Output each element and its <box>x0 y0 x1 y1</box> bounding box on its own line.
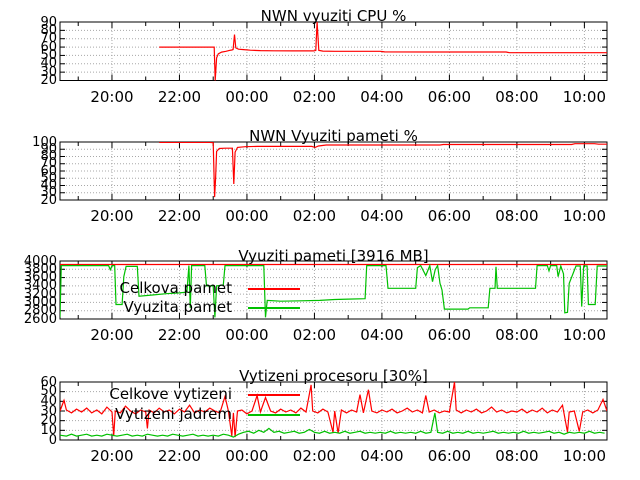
y-axis-tick-label: 60 <box>40 374 57 390</box>
y-axis-tick-label: 90 <box>40 14 57 30</box>
chart-panel-nwn-cpu: NWN vyuziti CPU % 90 80 70 60 50 40 30 20 20:00 2… <box>0 0 640 120</box>
chart-panel-cpu-load: Vytizeni procesoru [30%] Celkove vytizen… <box>0 360 640 480</box>
chart-panel-nwn-memory: NWN Vyuziti pameti % 100 90 80 70 60 50 40 30 20… <box>0 120 640 240</box>
y-axis-tick-label: 100 <box>32 134 57 150</box>
x-axis-tick-label: 06:00 <box>427 447 472 465</box>
y-axis-tick-label: 10 <box>40 422 57 438</box>
x-axis-tick-label: 00:00 <box>225 326 269 344</box>
x-axis-tick-label: 20:00 <box>90 447 134 465</box>
nwn-memory-plot <box>59 141 608 201</box>
y-axis-tick-label: 50 <box>40 384 57 400</box>
y-axis-tick-label: 0 <box>48 432 57 448</box>
x-axis-tick-label: 20:00 <box>90 207 134 225</box>
chart-title-nwn-memory: NWN Vyuziti pameti % <box>249 127 418 145</box>
chart-title-nwn-cpu: NWN vyuziti CPU % <box>260 7 407 25</box>
x-axis-tick-label: 00:00 <box>225 207 269 225</box>
y-axis-tick-label: 3400 <box>23 278 57 294</box>
x-axis-tick-label: 22:00 <box>157 87 202 106</box>
x-axis-tick-label: 04:00 <box>360 207 404 225</box>
x-axis-tick-label: 10:00 <box>562 87 606 106</box>
x-axis-tick-label: 22:00 <box>157 207 202 225</box>
y-axis-tick-label: 2600 <box>23 311 57 327</box>
y-axis-tick-label: 30 <box>40 403 57 419</box>
y-axis-tick-label: 80 <box>40 22 57 38</box>
y-axis-tick-label: 70 <box>40 156 57 172</box>
chart-title-memory-mb: Vyuziti pameti [3916 MB] <box>238 247 429 265</box>
x-axis-tick-label: 04:00 <box>360 326 404 344</box>
chart-title-cpu-load: Vytizeni procesoru [30%] <box>239 367 428 385</box>
x-axis-tick-label: 02:00 <box>292 207 337 225</box>
x-axis-tick-label: 06:00 <box>427 207 472 225</box>
x-axis-tick-label: 02:00 <box>292 447 337 465</box>
x-axis-tick-label: 08:00 <box>495 326 539 344</box>
x-axis-tick-label: 02:00 <box>292 87 337 106</box>
x-axis-tick-label: 20:00 <box>90 87 134 106</box>
x-axis-tick-label: 04:00 <box>360 447 404 465</box>
x-axis-tick-label: 20:00 <box>90 326 134 344</box>
x-axis-tick-label: 10:00 <box>562 447 606 465</box>
y-axis-tick-label: 20 <box>40 192 57 208</box>
y-axis-tick-label: 70 <box>40 31 57 47</box>
y-axis-tick-label: 4000 <box>23 253 57 269</box>
y-axis-tick-label: 3800 <box>23 261 57 277</box>
x-axis-tick-label: 08:00 <box>495 87 539 106</box>
y-axis-tick-label: 50 <box>40 170 57 186</box>
x-axis-tick-label: 22:00 <box>157 447 202 465</box>
x-axis-tick-label: 10:00 <box>562 326 606 344</box>
y-axis-tick-label: 3600 <box>23 270 57 286</box>
x-axis-tick-label: 06:00 <box>427 87 472 106</box>
memory-mb-plot <box>59 260 608 320</box>
y-axis-tick-label: 60 <box>40 39 57 55</box>
x-axis-tick-label: 00:00 <box>225 447 269 465</box>
y-axis-tick-label: 20 <box>40 73 57 88</box>
y-axis-tick-label: 60 <box>40 163 57 179</box>
y-axis-tick-label: 40 <box>40 393 57 409</box>
y-axis-tick-label: 30 <box>40 64 57 80</box>
x-axis-tick-label: 04:00 <box>360 87 404 106</box>
x-axis-tick-label: 08:00 <box>495 447 539 465</box>
x-axis-tick-label: 10:00 <box>562 207 606 225</box>
y-axis-tick-label: 2800 <box>23 303 57 319</box>
y-axis-tick-label: 20 <box>40 413 57 429</box>
x-axis-tick-label: 06:00 <box>427 326 472 344</box>
y-axis-tick-label: 40 <box>40 56 57 72</box>
x-axis-tick-label: 00:00 <box>225 87 269 106</box>
y-axis-tick-label: 30 <box>40 185 57 201</box>
nwn-cpu-plot <box>59 21 608 81</box>
y-axis-tick-label: 90 <box>40 141 57 157</box>
x-axis-tick-label: 22:00 <box>157 326 202 344</box>
cpu-load-plot <box>59 381 608 441</box>
y-axis-tick-label: 40 <box>40 178 57 193</box>
y-axis-tick-label: 50 <box>40 47 57 63</box>
x-axis-tick-label: 08:00 <box>495 207 539 225</box>
chart-panel-memory-mb: Vyuziti pameti [3916 MB] Celkova pamet V… <box>0 240 640 360</box>
y-axis-tick-label: 3200 <box>23 286 57 302</box>
x-axis-tick-label: 02:00 <box>292 326 337 344</box>
y-axis-tick-label: 80 <box>40 149 57 164</box>
y-axis-tick-label: 3000 <box>23 294 57 310</box>
